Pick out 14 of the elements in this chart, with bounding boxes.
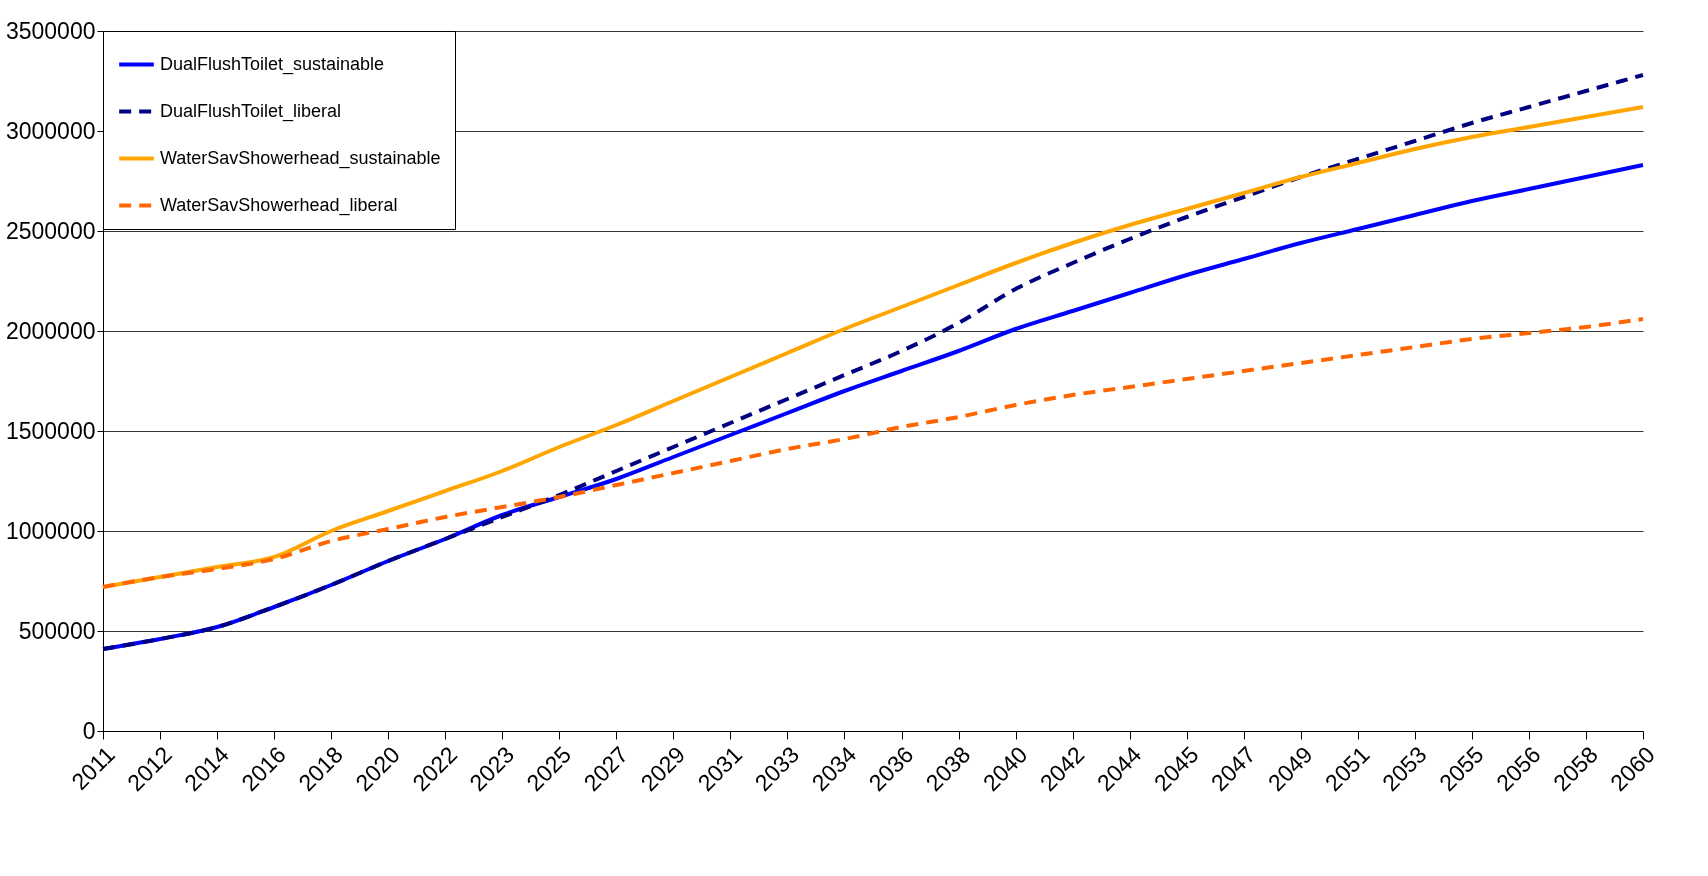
- y-tick-label: 2500000: [5, 217, 96, 244]
- y-tick-label: 0: [82, 717, 96, 744]
- legend-label: WaterSavShowerhead_liberal: [160, 194, 398, 216]
- legend-label: WaterSavShowerhead_sustainable: [160, 147, 441, 169]
- legend-label: DualFlushToilet_sustainable: [160, 53, 385, 75]
- line-series: [101, 317, 1645, 589]
- y-tick-label: 1500000: [5, 417, 96, 444]
- line-series: [101, 73, 1645, 651]
- y-tick-label: 3500000: [5, 17, 96, 44]
- y-tick-label: 2000000: [5, 317, 96, 344]
- y-tick-label: 3000000: [5, 117, 96, 144]
- y-tick-label: 1000000: [5, 517, 96, 544]
- y-tick-label: 500000: [18, 617, 96, 644]
- legend-label: DualFlushToilet_liberal: [160, 100, 342, 122]
